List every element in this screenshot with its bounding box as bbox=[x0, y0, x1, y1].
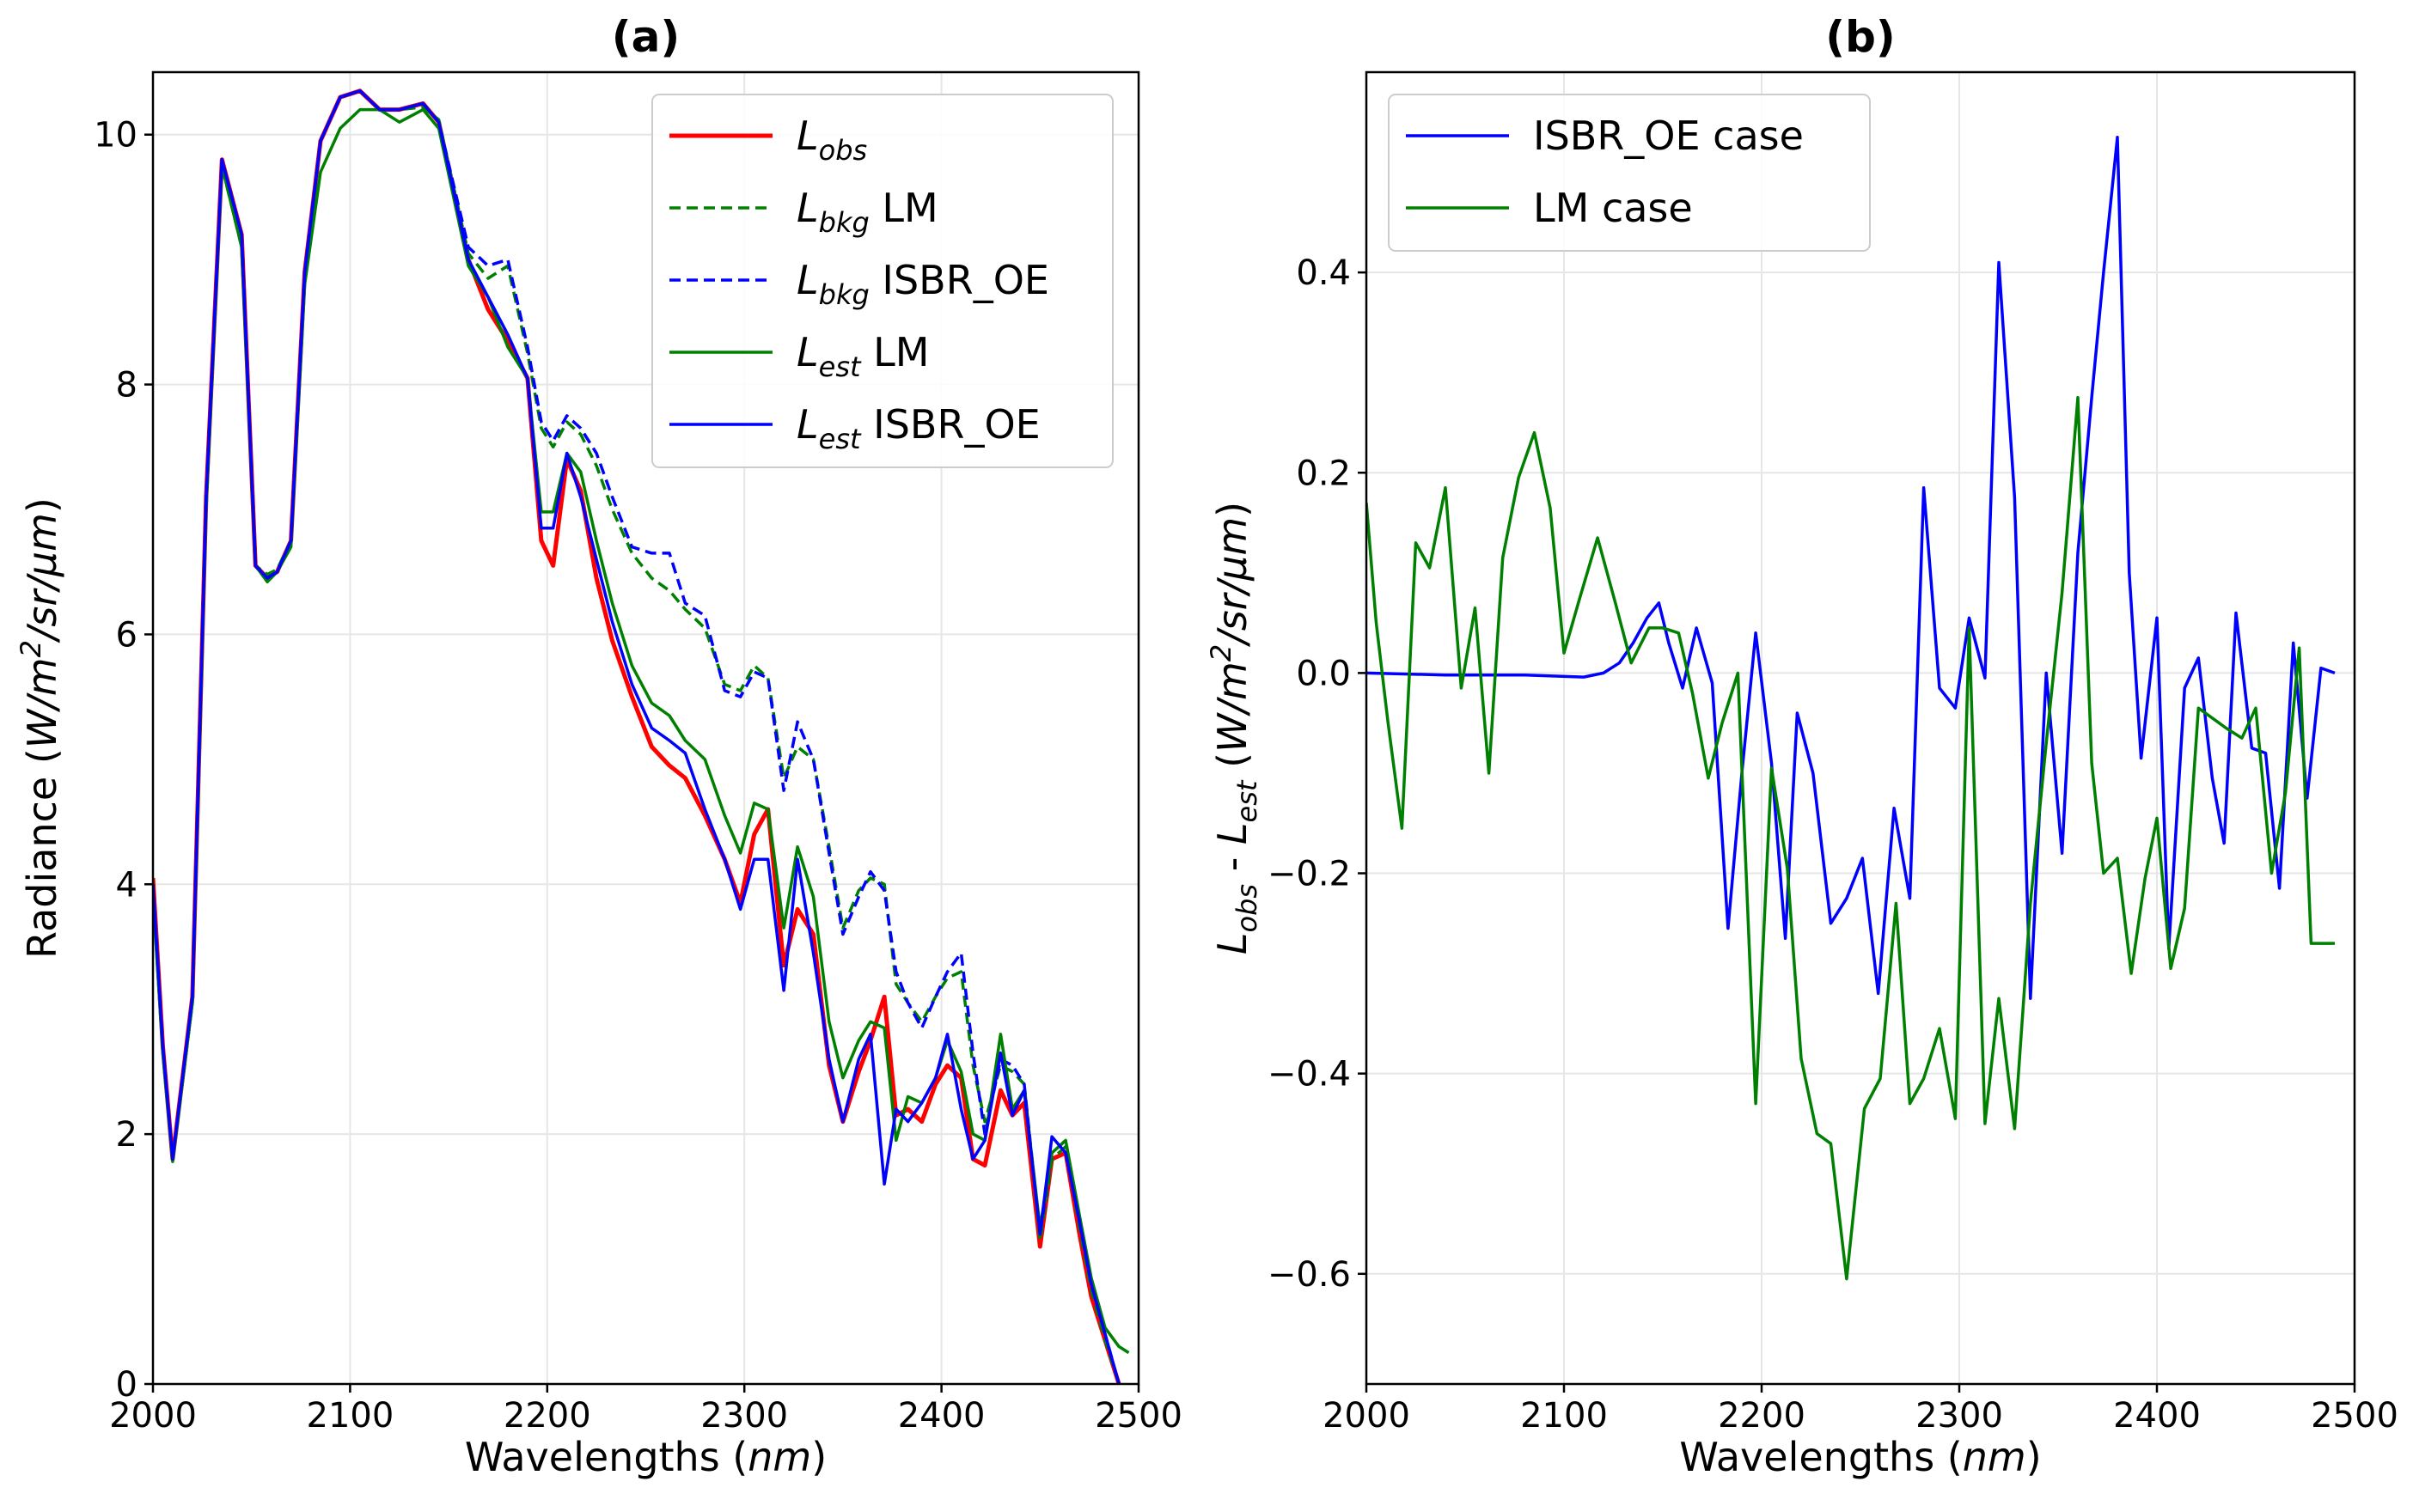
y-tick-label: −0.6 bbox=[1268, 1255, 1351, 1295]
legend-label: LM case bbox=[1533, 185, 1693, 231]
y-tick-label: −0.4 bbox=[1268, 1055, 1351, 1094]
x-tick-label: 2200 bbox=[1718, 1396, 1805, 1436]
legend-label: Lest LM bbox=[797, 329, 930, 383]
series-group bbox=[1366, 136, 2336, 1281]
series-line-isbr-oe-case bbox=[1366, 136, 2336, 1000]
x-axis-label: Wavelengths (nm) bbox=[1679, 1434, 2041, 1480]
y-tick-label: 0 bbox=[116, 1365, 137, 1405]
x-tick-label: 2200 bbox=[504, 1396, 591, 1436]
y-axis-label: Radiance (W/m2/sr/µm) bbox=[15, 497, 65, 959]
y-tick-label: 4 bbox=[116, 865, 137, 905]
y-tick-label: 10 bbox=[94, 116, 137, 155]
y-tick-label: 0.2 bbox=[1296, 454, 1351, 493]
series-line-l-est-isbr-oe bbox=[153, 89, 1121, 1384]
chart-title: (b) bbox=[1825, 12, 1896, 62]
legend-label: ISBR_OE case bbox=[1533, 113, 1804, 159]
x-tick-label: 2000 bbox=[1323, 1396, 1410, 1436]
y-tick-label: 2 bbox=[116, 1115, 137, 1155]
legend-label: Lbkg LM bbox=[797, 185, 938, 239]
legend-box bbox=[1388, 94, 1871, 252]
y-tick-label: −0.2 bbox=[1268, 855, 1351, 894]
axes-frame bbox=[1365, 70, 2356, 1386]
series-group bbox=[153, 88, 1130, 1384]
x-tick-label: 2300 bbox=[1915, 1396, 2003, 1436]
legend-label: Lest ISBR_OE bbox=[797, 401, 1041, 455]
x-tick-label: 2100 bbox=[1520, 1396, 1608, 1436]
panel-a-radiance: 2000 2100 2200 2300 2400 2500 0 2 4 6 8 10 (a) Wavele… bbox=[15, 12, 1182, 1480]
y-tick-label: 0.4 bbox=[1296, 253, 1351, 293]
axes-frame bbox=[151, 70, 1140, 1386]
legend-label: Lbkg ISBR_OE bbox=[797, 257, 1049, 311]
y-tick-label: 8 bbox=[116, 366, 137, 405]
x-tick-label: 2300 bbox=[700, 1396, 788, 1436]
x-tick-label: 2500 bbox=[1095, 1396, 1182, 1436]
legend-box bbox=[651, 94, 1114, 468]
series-line-lm-case bbox=[1366, 396, 2335, 1281]
chart-title: (a) bbox=[612, 12, 680, 62]
y-axis-label: Lobs - Lest (W/m2/sr/µm) bbox=[1205, 502, 1263, 954]
x-tick-label: 2100 bbox=[307, 1396, 394, 1436]
x-tick-label: 2000 bbox=[109, 1396, 197, 1436]
y-tick-label: 0.0 bbox=[1296, 654, 1351, 693]
legend-label: Lobs bbox=[797, 113, 867, 167]
x-axis-label: Wavelengths (nm) bbox=[465, 1434, 827, 1480]
y-tick-label: 6 bbox=[116, 615, 137, 655]
x-tick-label: 2500 bbox=[2311, 1396, 2398, 1436]
x-tick-label: 2400 bbox=[898, 1396, 986, 1436]
x-tick-label: 2400 bbox=[2113, 1396, 2201, 1436]
panel-b-residuals: 2000 2100 2200 2300 2400 2500 −0.6 −0.4 −0.2 0.0 0… bbox=[1205, 12, 2398, 1480]
